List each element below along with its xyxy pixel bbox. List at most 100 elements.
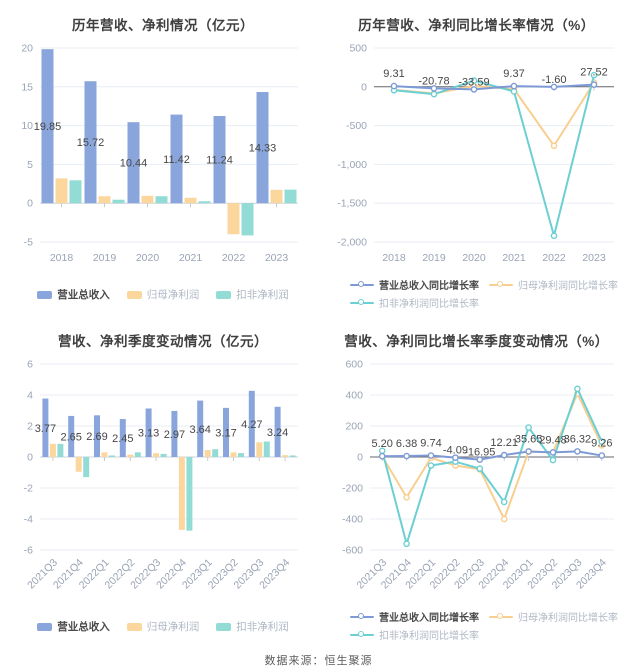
svg-text:-1,000: -1,000 [337,159,367,171]
svg-text:2019: 2019 [93,252,117,264]
svg-text:0: 0 [361,81,367,93]
svg-text:-1,500: -1,500 [337,198,367,210]
svg-text:2018: 2018 [382,252,406,264]
svg-text:-200: -200 [342,483,363,495]
svg-text:9.31: 9.31 [383,68,404,80]
legend-label: 归母净利润 [146,289,200,301]
svg-text:11.42: 11.42 [163,154,190,166]
chart-canvas: 500 0 -500 -1,000 -1,500 -2,000 2018 2019 2020 20… [337,43,614,264]
legend-label: 营业总收入 [57,621,110,633]
svg-text:4.27: 4.27 [241,419,262,431]
legend-swatch [216,622,232,631]
svg-text:2022: 2022 [222,252,246,264]
svg-text:27.52: 27.52 [580,67,608,79]
chart-title-quarterly-amounts: 营收、净利季度变动情况（亿元） [58,334,268,349]
svg-text:-400: -400 [342,514,363,526]
legend-item-net-profit-growth: 归母净利润同比增长率 [489,609,618,624]
data-source-note: 数据来源：恒生聚源 [264,655,373,667]
legend-swatch [37,622,53,631]
legend-item-revenue-growth: 营业总收入同比增长率 [350,609,479,624]
legend-line-marker-icon [350,630,374,640]
svg-text:-16.95: -16.95 [464,447,495,459]
svg-text:2: 2 [27,421,33,433]
legend-label: 扣非净利润 [236,621,289,633]
legend-swatch [126,290,142,299]
legend-item-net-profit: 归母净利润 [126,287,200,302]
svg-text:6.38: 6.38 [396,438,417,450]
svg-text:3.24: 3.24 [267,427,288,439]
chart-title-annual-growth: 历年营收、净利同比增长率情况（%） [358,18,595,33]
svg-text:-600: -600 [342,545,363,557]
svg-text:2.65: 2.65 [60,431,81,443]
legend-label: 营业总收入 [57,289,110,301]
svg-text:10.44: 10.44 [120,158,148,170]
quarterly-amounts-plot: 6 4 2 0 -2 -4 -6 2021Q3 2021Q4 2022Q1 2022Q2 2022Q3… [6,354,318,607]
chart-title-annual-amounts: 历年营收、净利情况（亿元） [72,18,254,33]
legend-item-non-gaap-growth: 扣非净利润同比增长率 [350,295,479,310]
svg-text:-33.59: -33.59 [458,76,489,88]
svg-text:2018: 2018 [50,252,74,264]
svg-text:0: 0 [27,452,33,464]
chart-title-quarterly-growth: 营收、净利同比增长率季度变动情况（%） [344,334,609,349]
annual-amounts-plot: 20 15 10 5 0 -5 2018 2019 2020 2021 2022 2023 19.85 1… [6,38,318,275]
svg-text:12.21: 12.21 [490,437,518,449]
legend-item-non-gaap-growth: 扣非净利润同比增长率 [350,627,479,642]
svg-text:19.85: 19.85 [34,121,62,133]
svg-text:6: 6 [27,359,33,371]
svg-text:14.33: 14.33 [249,143,277,155]
svg-text:2022: 2022 [542,252,566,264]
svg-text:400: 400 [345,390,363,402]
quarterly-amounts-legend: 营业总收入 归母净利润 扣非净利润 [6,619,320,634]
chart-canvas: 6004002000-200-400-6002021Q32021Q42022Q1… [342,359,614,592]
legend-item-net-profit: 归母净利润 [126,619,199,634]
svg-text:9.37: 9.37 [503,68,524,80]
svg-text:-20.78: -20.78 [418,75,449,87]
annual-amounts-legend: 营业总收入 归母净利润 扣非净利润 [6,287,320,302]
quarterly-growth-plot: 600 400 200 0 -200 -400 -600 2021Q3 2021Q4 2022Q1… [320,354,632,607]
svg-text:11.24: 11.24 [206,155,233,167]
chart-canvas: 20 15 10 5 0 -5 2018 2019 2020 2021 2022 2023 19.85 1… [21,43,298,264]
svg-text:5.20: 5.20 [371,438,392,450]
svg-text:-1.60: -1.60 [541,74,566,86]
svg-text:-6: -6 [24,545,33,557]
legend-label: 扣非净利润同比增长率 [379,631,479,642]
svg-text:0: 0 [357,452,363,464]
svg-text:600: 600 [345,359,363,371]
svg-text:29.48: 29.48 [539,434,567,446]
svg-text:2021: 2021 [179,252,203,264]
svg-text:2020: 2020 [136,252,160,264]
svg-text:-4: -4 [24,514,33,526]
annual-growth-plot: 500 0 -500 -1,000 -1,500 -2,000 2018 2019 2020 20… [320,38,632,275]
legend-item-non-gaap: 扣非净利润 [216,287,289,302]
legend-label: 营业总收入同比增长率 [379,613,479,624]
svg-text:-2,000: -2,000 [337,237,367,249]
chart-quarterly-growth: 营收、净利同比增长率季度变动情况（%） 600 400 200 0 -200 -400 -6… [320,326,633,642]
svg-text:3.13: 3.13 [138,428,159,440]
legend-item-non-gaap: 扣非净利润 [216,619,289,634]
legend-label: 归母净利润同比增长率 [518,281,618,292]
legend-swatch [37,290,53,299]
legend-label: 扣非净利润 [236,289,289,301]
annual-growth-legend: 营业总收入同比增长率 归母净利润同比增长率扣非净利润同比增长率 [350,277,632,310]
svg-text:9.74: 9.74 [420,437,441,449]
svg-text:15.72: 15.72 [77,137,105,149]
legend-item-revenue: 营业总收入 [37,287,110,302]
svg-text:4: 4 [27,390,33,402]
svg-text:2023: 2023 [265,252,289,264]
chart-annual-amounts: 历年营收、净利情况（亿元） 20 15 10 5 0 -5 2018 2019 2020 2021… [6,4,320,326]
svg-text:2.97: 2.97 [164,429,185,441]
svg-text:-2: -2 [24,483,33,495]
svg-text:0: 0 [27,198,33,210]
legend-item-net-profit-growth: 归母净利润同比增长率 [489,277,618,292]
chart-annual-growth: 历年营收、净利同比增长率情况（%） 500 0 -500 -1,000 -1,500 -2… [320,4,633,326]
legend-item-revenue-growth: 营业总收入同比增长率 [350,277,479,292]
svg-text:3.64: 3.64 [189,424,210,436]
svg-text:-4.09: -4.09 [443,445,468,457]
quarterly-growth-legend: 营业总收入同比增长率 归母净利润同比增长率 扣非净利润同比增长率 [350,609,632,642]
svg-text:2020: 2020 [462,252,486,264]
chart-quarterly-amounts: 营收、净利季度变动情况（亿元） 6 4 2 0 -2 -4 -6 2021Q3 2021Q4 20… [6,326,320,642]
legend-line-marker-icon [489,612,513,622]
svg-text:3.77: 3.77 [35,423,56,435]
charts-grid: 历年营收、净利情况（亿元） 20 15 10 5 0 -5 2018 2019 2020 2021… [6,4,633,642]
